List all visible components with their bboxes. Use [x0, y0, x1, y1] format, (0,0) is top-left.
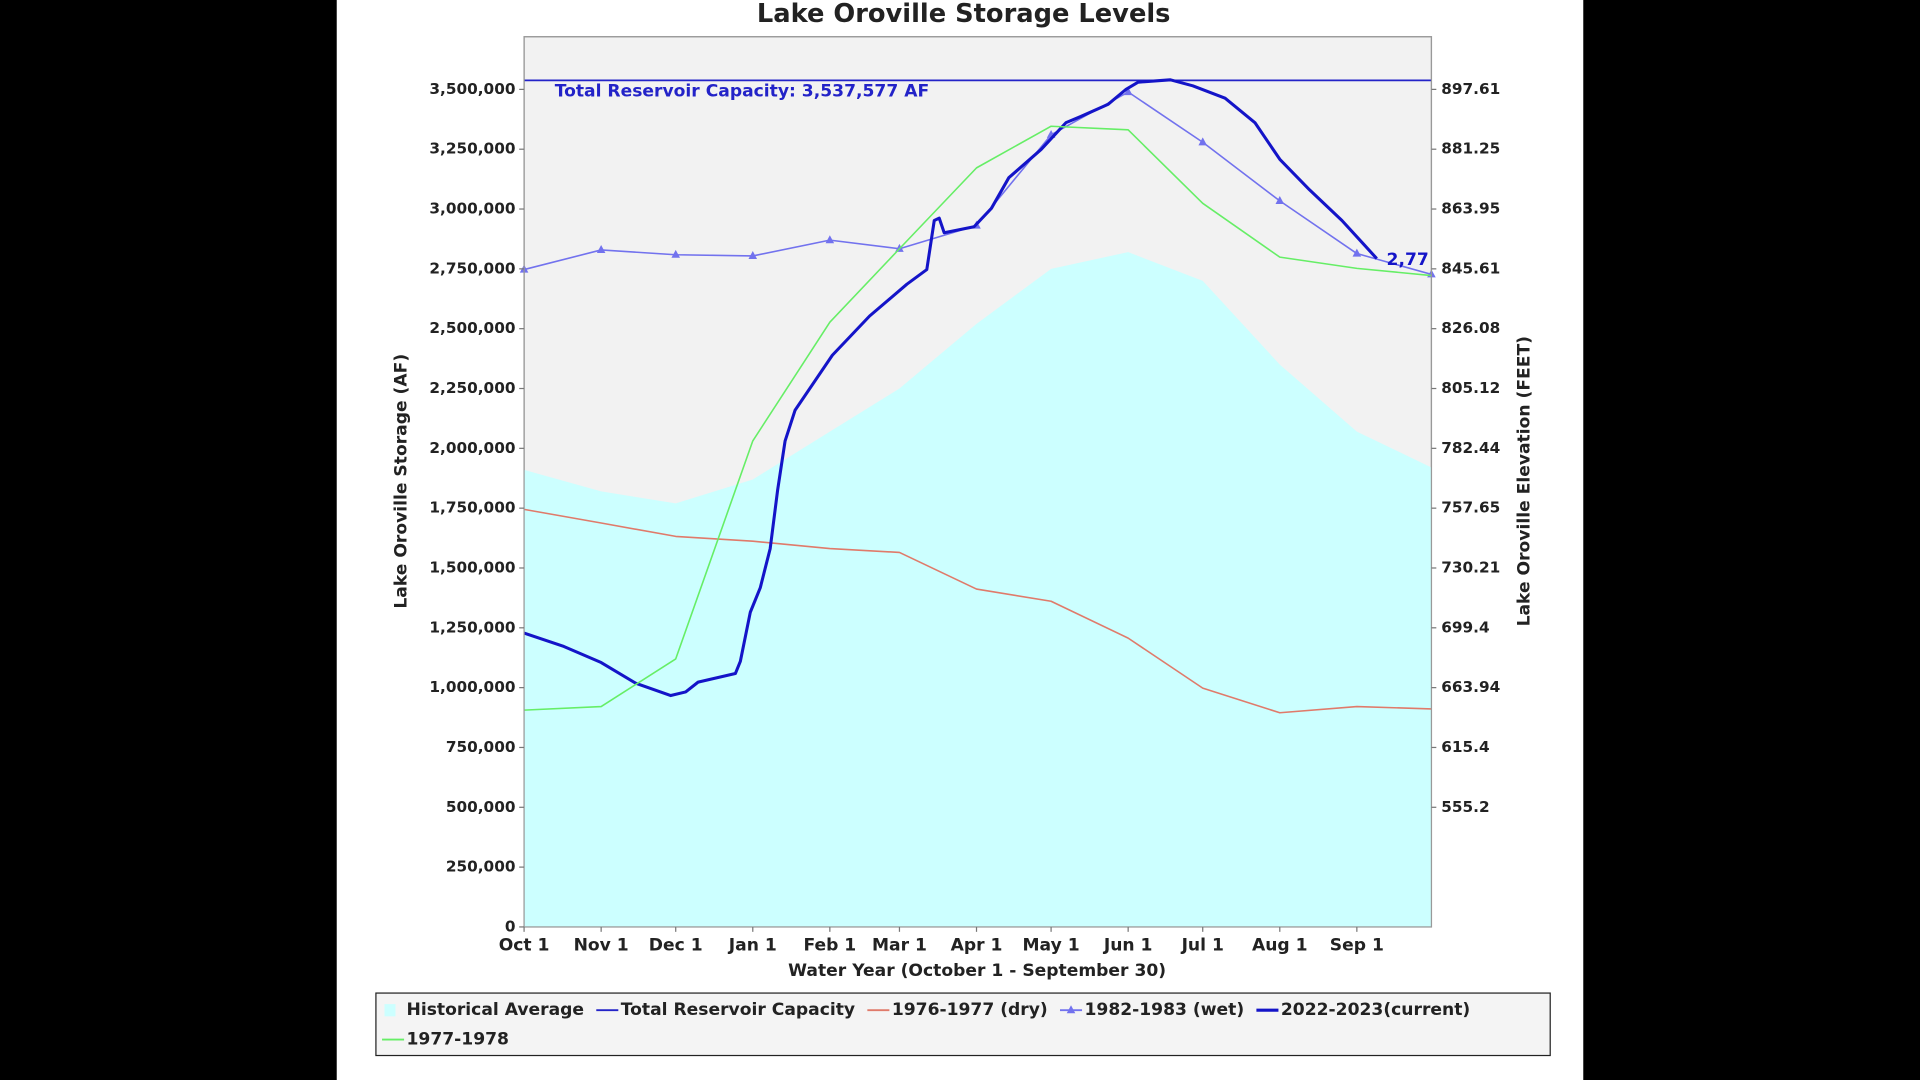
plot-border [523, 36, 1433, 928]
y2-tick-label: 730.21 [1441, 558, 1500, 576]
y-tick-label: 0 [505, 917, 516, 935]
plot: Total Reservoir Capacity: 3,537,577 AF 2,… [429, 36, 1500, 955]
y-tick-label: 2,750,000 [429, 259, 515, 277]
x-tick-label: May 1 [1023, 935, 1080, 955]
y2-tick-label: 757.65 [1441, 499, 1500, 517]
legend-item: 2022-2023(current) [1256, 1000, 1470, 1020]
y-axis-label: Lake Oroville Storage (AF) [392, 354, 412, 609]
marker [748, 251, 758, 259]
x-tick-label: Apr 1 [951, 935, 1003, 955]
x-axis-label: Water Year (October 1 - September 30) [788, 961, 1166, 981]
legend-item: Total Reservoir Capacity [596, 1000, 855, 1020]
y2-tick-label: 897.61 [1441, 80, 1500, 98]
y2-tick-label: 863.95 [1441, 200, 1500, 218]
y2-tick-label: 845.61 [1441, 259, 1500, 277]
y2-tick-label: 699.4 [1441, 618, 1489, 636]
marker [671, 249, 681, 258]
capacity-label: Total Reservoir Capacity: 3,537,577 AF [555, 81, 929, 101]
y2-axis-label: Lake Oroville Elevation (FEET) [1514, 336, 1534, 626]
y2-tick-label: 663.94 [1441, 678, 1500, 696]
y-tick-label: 1,000,000 [429, 678, 515, 696]
legend-label: Total Reservoir Capacity [621, 1000, 855, 1020]
chart-title: Lake Oroville Storage Levels [757, 0, 1171, 29]
y-tick-label: 3,500,000 [429, 80, 515, 98]
legend-label: Historical Average [407, 1000, 585, 1020]
y-tick-label: 3,000,000 [429, 200, 515, 218]
legend-marker [1066, 1005, 1076, 1014]
y2-tick-label: 805.12 [1441, 379, 1500, 397]
y-tick-label: 2,250,000 [429, 379, 515, 397]
y2-tick-label: 826.08 [1441, 319, 1500, 337]
legend-label: 2022-2023(current) [1281, 1000, 1470, 1020]
marker [596, 245, 606, 254]
y-tick-label: 500,000 [446, 798, 516, 816]
legend-item: Historical Average [384, 1000, 584, 1020]
marker [1123, 87, 1133, 96]
x-tick-label: Dec 1 [649, 935, 703, 955]
x-tick-label: Oct 1 [499, 935, 550, 955]
y-tick-label: 1,500,000 [429, 558, 515, 576]
legend-item: 1982-1983 (wet) [1059, 1000, 1244, 1020]
y2-tick-label: 555.2 [1441, 798, 1489, 816]
legend-label: 1976-1977 (dry) [892, 1000, 1048, 1020]
x-tick-label: Aug 1 [1252, 935, 1308, 955]
legend-label: 1982-1983 (wet) [1084, 1000, 1244, 1020]
marker [1198, 137, 1208, 146]
x-tick-label: Jul 1 [1181, 935, 1224, 955]
y2-tick-label: 782.44 [1441, 439, 1500, 457]
x-tick-label: Jan 1 [728, 935, 777, 955]
marker [825, 235, 835, 244]
y-tick-label: 3,250,000 [429, 140, 515, 158]
end-label: 2,77 [1387, 250, 1429, 270]
legend-item: 1976-1977 (dry) [867, 1000, 1048, 1020]
x-tick-label: Nov 1 [574, 935, 629, 955]
y-tick-label: 2,500,000 [429, 319, 515, 337]
legend [375, 992, 1551, 1057]
y-tick-label: 750,000 [446, 738, 516, 756]
legend-label: 1977-1978 [407, 1030, 509, 1050]
legend-item: 1977-1978 [382, 1030, 509, 1050]
y2-tick-label: 881.25 [1441, 140, 1500, 158]
x-tick-label: Sep 1 [1330, 935, 1384, 955]
legend-items: Historical Average Total Reservoir Capaci… [382, 1000, 1470, 1050]
y2-tick-label: 615.4 [1441, 738, 1489, 756]
marker [1275, 195, 1285, 204]
y-tick-label: 2,000,000 [429, 439, 515, 457]
series-line [523, 78, 1378, 698]
y-tick-label: 1,750,000 [429, 499, 515, 517]
y-tick-label: 250,000 [446, 858, 516, 876]
x-tick-label: Jun 1 [1103, 935, 1153, 955]
series-line [524, 125, 1432, 711]
series-line [523, 508, 1432, 714]
marker [1352, 248, 1362, 257]
y-tick-label: 1,250,000 [429, 618, 515, 636]
x-tick-label: Feb 1 [803, 935, 856, 955]
x-tick-label: Mar 1 [872, 935, 927, 955]
legend-swatch [384, 1004, 396, 1017]
